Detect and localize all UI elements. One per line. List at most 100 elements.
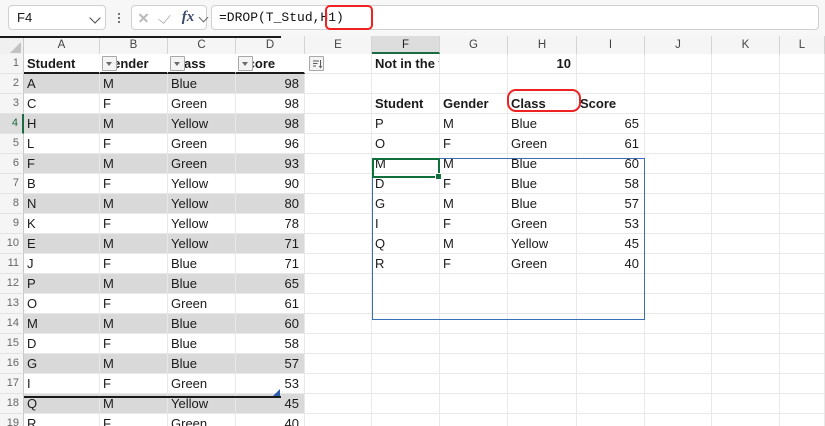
grid-cell-E12[interactable] — [305, 274, 372, 294]
row-header-12[interactable]: 12 — [0, 274, 24, 294]
result-cell-score-4[interactable]: 58 — [577, 174, 645, 194]
grid-cell-L6[interactable] — [780, 154, 825, 174]
grid-cell-E16[interactable] — [305, 354, 372, 374]
grid-cell-E2[interactable] — [305, 74, 372, 94]
table-cell-gender-8[interactable]: F — [100, 214, 168, 234]
table-cell-class-8[interactable]: Yellow — [168, 214, 236, 234]
grid-cell-J12[interactable] — [645, 274, 712, 294]
table-cell-student-14[interactable]: D — [24, 334, 100, 354]
grid-cell-E15[interactable] — [305, 334, 372, 354]
result-header-student[interactable]: Student — [372, 94, 440, 114]
table-cell-score-16[interactable]: 53 — [236, 374, 305, 394]
table-cell-score-15[interactable]: 57 — [236, 354, 305, 374]
grid-cell-J6[interactable] — [645, 154, 712, 174]
table-cell-score-17[interactable]: 45 — [236, 394, 305, 414]
grid-cell-E7[interactable] — [305, 174, 372, 194]
table-cell-score-11[interactable]: 65 — [236, 274, 305, 294]
grid-cell-J7[interactable] — [645, 174, 712, 194]
grid-cell-K10[interactable] — [712, 234, 780, 254]
table-cell-gender-5[interactable]: M — [100, 154, 168, 174]
row-header-17[interactable]: 17 — [0, 374, 24, 394]
grid-cell-E17[interactable] — [305, 374, 372, 394]
row-header-11[interactable]: 11 — [0, 254, 24, 274]
grid-cell-F13[interactable] — [372, 294, 440, 314]
result-cell-student-4[interactable]: D — [372, 174, 440, 194]
table-cell-class-7[interactable]: Yellow — [168, 194, 236, 214]
formula-input[interactable]: =DROP(T_Stud,H1) — [211, 5, 819, 30]
grid-cell-E1[interactable] — [305, 54, 372, 74]
result-cell-gender-1[interactable]: M — [440, 114, 508, 134]
grid-cell-J5[interactable] — [645, 134, 712, 154]
table-cell-class-9[interactable]: Yellow — [168, 234, 236, 254]
result-cell-gender-4[interactable]: F — [440, 174, 508, 194]
grid-cell-E8[interactable] — [305, 194, 372, 214]
grid-cell-I17[interactable] — [577, 374, 645, 394]
table-cell-student-7[interactable]: N — [24, 194, 100, 214]
result-cell-class-1[interactable]: Blue — [508, 114, 577, 134]
result-cell-score-2[interactable]: 61 — [577, 134, 645, 154]
grid-cell-H2[interactable] — [508, 74, 577, 94]
table-cell-student-15[interactable]: G — [24, 354, 100, 374]
table-cell-gender-6[interactable]: F — [100, 174, 168, 194]
table-cell-score-12[interactable]: 61 — [236, 294, 305, 314]
grid-cell-G19[interactable] — [440, 414, 508, 426]
grid-cell-K4[interactable] — [712, 114, 780, 134]
result-cell-student-6[interactable]: I — [372, 214, 440, 234]
grid-cell-K18[interactable] — [712, 394, 780, 414]
grid-cell-I13[interactable] — [577, 294, 645, 314]
table-cell-score-14[interactable]: 58 — [236, 334, 305, 354]
result-cell-gender-8[interactable]: F — [440, 254, 508, 274]
result-cell-class-4[interactable]: Blue — [508, 174, 577, 194]
grid-cell-L17[interactable] — [780, 374, 825, 394]
grid-cell-K1[interactable] — [712, 54, 780, 74]
table-cell-class-14[interactable]: Blue — [168, 334, 236, 354]
table-cell-gender-11[interactable]: M — [100, 274, 168, 294]
result-cell-class-8[interactable]: Green — [508, 254, 577, 274]
row-header-7[interactable]: 7 — [0, 174, 24, 194]
grid-cell-E6[interactable] — [305, 154, 372, 174]
grid-cell-G17[interactable] — [440, 374, 508, 394]
grid-cell-I19[interactable] — [577, 414, 645, 426]
table-cell-score-18[interactable]: 40 — [236, 414, 305, 426]
grid-cell-K7[interactable] — [712, 174, 780, 194]
grid-cell-J19[interactable] — [645, 414, 712, 426]
row-header-6[interactable]: 6 — [0, 154, 24, 174]
table-cell-student-17[interactable]: Q — [24, 394, 100, 414]
grid-cell-E10[interactable] — [305, 234, 372, 254]
column-header-e[interactable]: E — [305, 36, 372, 54]
result-cell-class-6[interactable]: Green — [508, 214, 577, 234]
table-cell-class-16[interactable]: Green — [168, 374, 236, 394]
column-header-l[interactable]: L — [780, 36, 825, 54]
table-cell-class-2[interactable]: Green — [168, 94, 236, 114]
grid-cell-H17[interactable] — [508, 374, 577, 394]
grid-cell-F2[interactable] — [372, 74, 440, 94]
grid-cell-H12[interactable] — [508, 274, 577, 294]
grid-cell-F16[interactable] — [372, 354, 440, 374]
grid-cell-L1[interactable] — [780, 54, 825, 74]
result-cell-score-7[interactable]: 45 — [577, 234, 645, 254]
result-cell-score-5[interactable]: 57 — [577, 194, 645, 214]
row-header-13[interactable]: 13 — [0, 294, 24, 314]
grid-cell-I15[interactable] — [577, 334, 645, 354]
table-cell-student-11[interactable]: P — [24, 274, 100, 294]
grid-cell-J9[interactable] — [645, 214, 712, 234]
grid-cell-L11[interactable] — [780, 254, 825, 274]
table-cell-class-13[interactable]: Blue — [168, 314, 236, 334]
filter-dropdown-icon[interactable] — [170, 56, 185, 71]
table-header-student[interactable]: Student — [24, 54, 100, 74]
filter-dropdown-icon[interactable] — [238, 56, 253, 71]
table-cell-score-6[interactable]: 90 — [236, 174, 305, 194]
result-cell-score-1[interactable]: 65 — [577, 114, 645, 134]
table-cell-gender-9[interactable]: M — [100, 234, 168, 254]
grid-cell-J4[interactable] — [645, 114, 712, 134]
grid-cell-E11[interactable] — [305, 254, 372, 274]
grid-cell-K2[interactable] — [712, 74, 780, 94]
table-cell-student-3[interactable]: H — [24, 114, 100, 134]
result-cell-class-2[interactable]: Green — [508, 134, 577, 154]
grid-cell-K19[interactable] — [712, 414, 780, 426]
table-cell-class-18[interactable]: Green — [168, 414, 236, 426]
result-cell-student-1[interactable]: P — [372, 114, 440, 134]
column-header-j[interactable]: J — [645, 36, 712, 54]
table-cell-score-3[interactable]: 98 — [236, 114, 305, 134]
grid-cell-J11[interactable] — [645, 254, 712, 274]
